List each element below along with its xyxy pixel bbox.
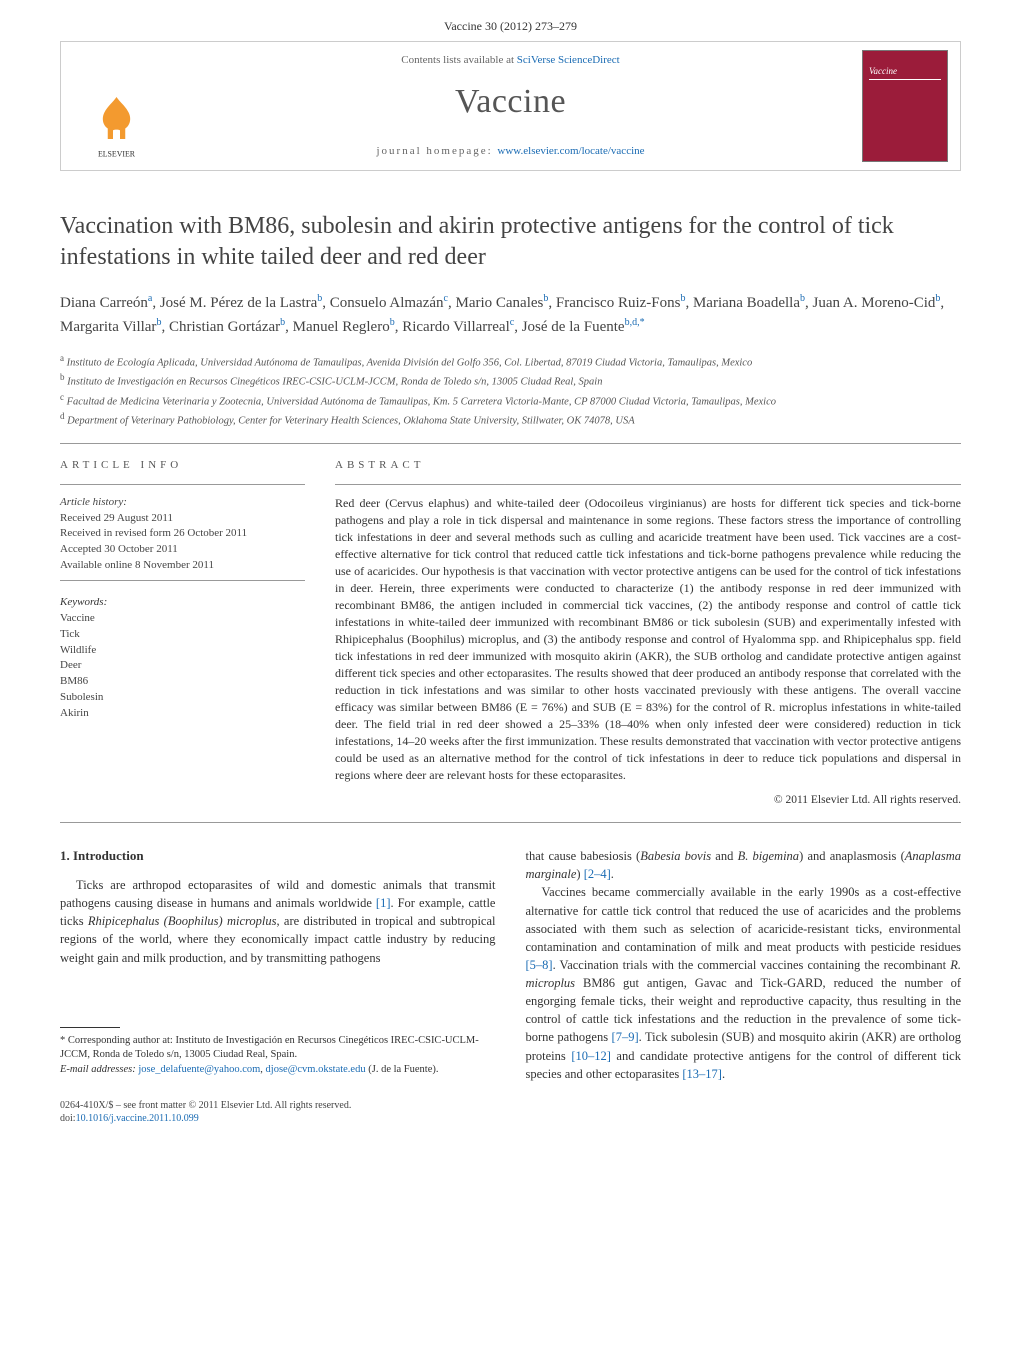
article-info-rule	[60, 484, 305, 485]
doi-prefix: doi:	[60, 1113, 76, 1124]
keywords-rule	[60, 580, 305, 581]
abstract-column: abstract Red deer (Cervus elaphus) and w…	[335, 458, 961, 808]
body-columns: 1. Introduction Ticks are arthropod ecto…	[60, 847, 961, 1083]
contents-available-line: Contents lists available at SciVerse Sci…	[171, 53, 850, 68]
affiliations-list: a Instituto de Ecología Aplicada, Univer…	[60, 352, 961, 429]
divider-top	[60, 443, 961, 444]
sciencedirect-link[interactable]: SciVerse ScienceDirect	[517, 54, 620, 66]
cover-thumb-box	[850, 42, 960, 170]
elsevier-text: ELSEVIER	[97, 149, 135, 158]
journal-banner: ELSEVIER Contents lists available at Sci…	[60, 41, 961, 171]
article-info-heading: article info	[60, 458, 305, 473]
journal-cover-thumbnail	[862, 50, 948, 162]
journal-homepage-line: journal homepage: www.elsevier.com/locat…	[171, 144, 850, 159]
homepage-link[interactable]: www.elsevier.com/locate/vaccine	[497, 145, 644, 157]
publisher-logo-box: ELSEVIER	[61, 42, 171, 170]
article-title: Vaccination with BM86, subolesin and aki…	[60, 211, 961, 273]
info-abstract-row: article info Article history: Received 2…	[60, 458, 961, 808]
article-info-column: article info Article history: Received 2…	[60, 458, 305, 808]
abstract-copyright: © 2011 Elsevier Ltd. All rights reserved…	[335, 792, 961, 808]
intro-para-right-1: that cause babesiosis (Babesia bovis and…	[526, 847, 962, 883]
page-footer: 0264-410X/$ – see front matter © 2011 El…	[60, 1099, 961, 1126]
issn-line: 0264-410X/$ – see front matter © 2011 El…	[60, 1100, 351, 1111]
history-label: Article history:	[60, 496, 127, 508]
footnote-rule	[60, 1027, 120, 1028]
keywords-label: Keywords:	[60, 595, 305, 610]
intro-para-right-2: Vaccines became commercially available i…	[526, 883, 962, 1082]
journal-title: Vaccine	[171, 78, 850, 126]
citation-text: Vaccine 30 (2012) 273–279	[444, 19, 577, 33]
email-link-2[interactable]: djose@cvm.okstate.edu	[266, 1064, 366, 1075]
right-column: that cause babesiosis (Babesia bovis and…	[526, 847, 962, 1083]
doi-link[interactable]: 10.1016/j.vaccine.2011.10.099	[76, 1113, 199, 1124]
abstract-text: Red deer (Cervus elaphus) and white-tail…	[335, 495, 961, 785]
authors-list: Diana Carreóna, José M. Pérez de la Last…	[60, 291, 961, 338]
running-header: Vaccine 30 (2012) 273–279	[0, 0, 1021, 41]
intro-para-left: Ticks are arthropod ectoparasites of wil…	[60, 876, 496, 967]
elsevier-tree-icon: ELSEVIER	[84, 90, 149, 160]
banner-center: Contents lists available at SciVerse Sci…	[171, 53, 850, 159]
abstract-rule	[335, 484, 961, 485]
article-history: Article history: Received 29 August 2011…	[60, 495, 305, 575]
intro-heading: 1. Introduction	[60, 847, 496, 866]
keywords-list: VaccineTickWildlifeDeerBM86SubolesinAkir…	[60, 611, 305, 723]
corr-text: * Corresponding author at: Instituto de …	[60, 1035, 479, 1061]
email-label: E-mail addresses:	[60, 1064, 138, 1075]
left-column: 1. Introduction Ticks are arthropod ecto…	[60, 847, 496, 1083]
abstract-heading: abstract	[335, 458, 961, 473]
divider-bottom	[60, 822, 961, 823]
email-suffix: (J. de la Fuente).	[368, 1064, 438, 1075]
elsevier-tree-path	[102, 97, 129, 139]
corresponding-author-footnote: * Corresponding author at: Instituto de …	[60, 1034, 496, 1078]
email-link-1[interactable]: jose_delafuente@yahoo.com	[138, 1064, 260, 1075]
